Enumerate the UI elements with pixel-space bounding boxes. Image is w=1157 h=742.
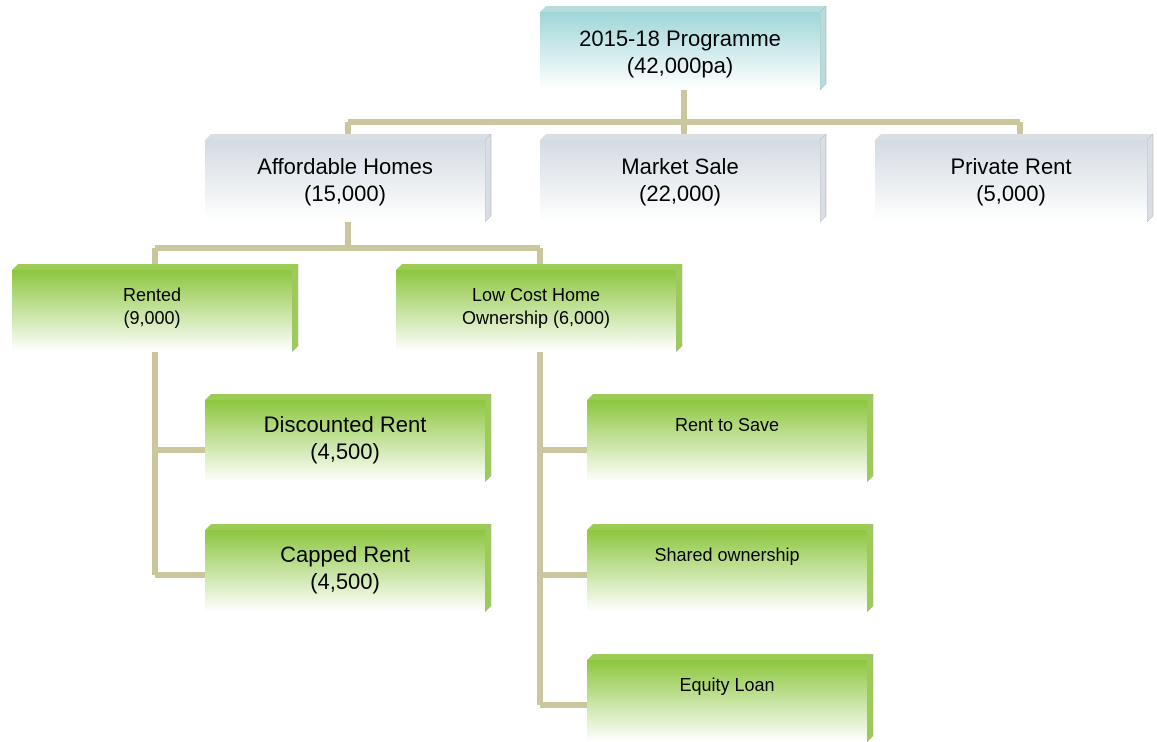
node-side [819, 133, 827, 223]
connector [152, 352, 205, 578]
node-box [540, 140, 820, 222]
node-label: Private Rent [950, 154, 1071, 179]
node-label: Rented [123, 285, 181, 305]
node-label: 2015-18 Programme [579, 26, 781, 51]
node-side [819, 5, 827, 91]
node-box [587, 530, 867, 612]
node: 2015-18 Programme(42,000pa) [540, 5, 827, 91]
node-box [205, 400, 485, 482]
node-side [866, 393, 874, 483]
node-label: Low Cost Home [472, 285, 600, 305]
node-label: (9,000) [123, 308, 180, 328]
node-box [587, 400, 867, 482]
node-label: Equity Loan [679, 675, 774, 695]
node-label: (22,000) [639, 181, 721, 206]
node-box [396, 270, 676, 352]
node-label: Shared ownership [654, 545, 799, 565]
connector [345, 90, 1023, 140]
node-label: Market Sale [621, 154, 738, 179]
node-side [484, 133, 492, 223]
node-label: Affordable Homes [257, 154, 433, 179]
node-side [1146, 133, 1154, 223]
node-label: (5,000) [976, 181, 1046, 206]
node: Affordable Homes(15,000) [205, 133, 492, 223]
connectors [152, 90, 1023, 708]
connector [152, 222, 543, 270]
node-side [291, 263, 299, 353]
node-side [484, 523, 492, 613]
node-label: Ownership (6,000) [462, 308, 610, 328]
node: Rent to Save [587, 393, 874, 483]
node: Rented (9,000) [12, 263, 299, 353]
node-box [205, 140, 485, 222]
node-label: Capped Rent [280, 542, 410, 567]
node: Shared ownership [587, 523, 874, 613]
node-side [866, 523, 874, 613]
node: Low Cost Home Ownership (6,000) [396, 263, 683, 353]
node-side [484, 393, 492, 483]
node-top [205, 524, 491, 530]
node-box [540, 12, 820, 90]
node-top [396, 264, 682, 270]
node: Private Rent(5,000) [875, 133, 1154, 223]
node-side [866, 653, 874, 742]
node: Capped Rent(4,500) [205, 523, 492, 613]
nodes: 2015-18 Programme(42,000pa) Affordable Ho… [12, 5, 1154, 742]
node-top [587, 654, 873, 660]
node-label: Discounted Rent [264, 412, 427, 437]
connector [537, 352, 587, 708]
node-top [205, 394, 491, 400]
node-side [675, 263, 683, 353]
node-top [540, 6, 826, 12]
node-box [587, 660, 867, 742]
node-label: Rent to Save [675, 415, 779, 435]
node-top [587, 394, 873, 400]
node-label: (15,000) [304, 181, 386, 206]
node-top [587, 524, 873, 530]
node: Equity Loan [587, 653, 874, 742]
node-box [12, 270, 292, 352]
node: Market Sale(22,000) [540, 133, 827, 223]
node-box [205, 530, 485, 612]
node-label: (4,500) [310, 439, 380, 464]
node-top [540, 134, 826, 140]
node-top [205, 134, 491, 140]
node: Discounted Rent(4,500) [205, 393, 492, 483]
node-top [12, 264, 298, 270]
node-box [875, 140, 1147, 222]
node-top [875, 134, 1153, 140]
node-label: (42,000pa) [627, 53, 733, 78]
node-label: (4,500) [310, 569, 380, 594]
